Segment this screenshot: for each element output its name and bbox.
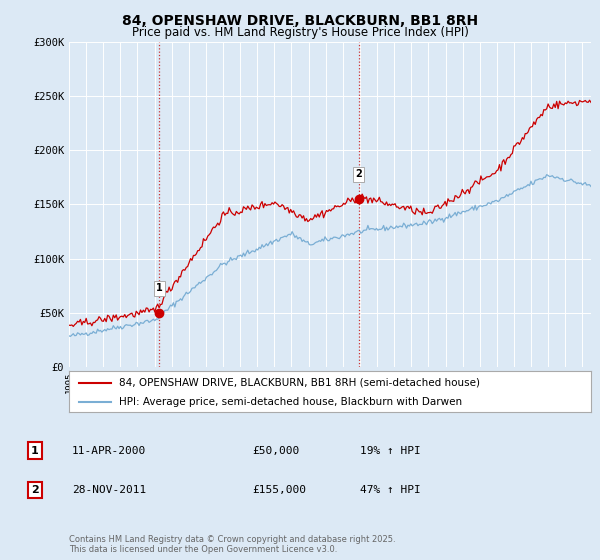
Text: £50,000: £50,000 bbox=[252, 446, 299, 456]
Text: 1: 1 bbox=[31, 446, 38, 456]
Text: Contains HM Land Registry data © Crown copyright and database right 2025.
This d: Contains HM Land Registry data © Crown c… bbox=[69, 535, 395, 554]
Text: 1: 1 bbox=[156, 283, 163, 293]
Text: HPI: Average price, semi-detached house, Blackburn with Darwen: HPI: Average price, semi-detached house,… bbox=[119, 396, 462, 407]
Text: 11-APR-2000: 11-APR-2000 bbox=[72, 446, 146, 456]
Text: 47% ↑ HPI: 47% ↑ HPI bbox=[360, 485, 421, 495]
Text: 2: 2 bbox=[355, 170, 362, 180]
Text: 84, OPENSHAW DRIVE, BLACKBURN, BB1 8RH (semi-detached house): 84, OPENSHAW DRIVE, BLACKBURN, BB1 8RH (… bbox=[119, 377, 479, 388]
Text: £155,000: £155,000 bbox=[252, 485, 306, 495]
Text: 84, OPENSHAW DRIVE, BLACKBURN, BB1 8RH: 84, OPENSHAW DRIVE, BLACKBURN, BB1 8RH bbox=[122, 14, 478, 28]
Text: 2: 2 bbox=[31, 485, 38, 495]
Text: Price paid vs. HM Land Registry's House Price Index (HPI): Price paid vs. HM Land Registry's House … bbox=[131, 26, 469, 39]
Text: 28-NOV-2011: 28-NOV-2011 bbox=[72, 485, 146, 495]
Text: 19% ↑ HPI: 19% ↑ HPI bbox=[360, 446, 421, 456]
